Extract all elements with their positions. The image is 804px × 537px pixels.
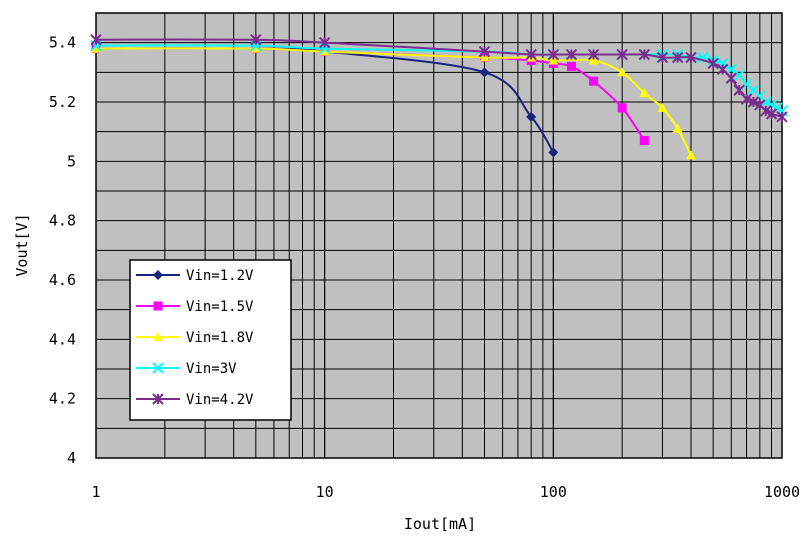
data-point <box>90 33 102 46</box>
legend-item: Vin=1.8V <box>136 330 254 346</box>
data-point <box>479 67 490 78</box>
data-point <box>153 301 163 311</box>
legend-label: Vin=4.2V <box>186 392 254 408</box>
legend-item: Vin=3V <box>136 361 237 377</box>
data-point <box>760 105 772 117</box>
data-point <box>617 67 628 77</box>
data-point <box>318 36 331 49</box>
legend-item: Vin=4.2V <box>136 392 254 408</box>
data-point <box>547 48 560 61</box>
legend-label: Vin=1.2V <box>186 268 254 284</box>
data-point <box>153 332 163 341</box>
legend-label: Vin=1.8V <box>186 330 254 346</box>
y-tick-label: 5.4 <box>49 34 76 52</box>
y-tick-label: 4.6 <box>49 271 76 289</box>
data-point <box>740 93 753 105</box>
data-point <box>250 43 261 53</box>
data-point <box>526 111 537 122</box>
data-point <box>548 55 559 65</box>
data-point <box>548 147 559 158</box>
data-point <box>765 108 778 120</box>
data-point <box>479 52 490 62</box>
data-point <box>152 393 164 405</box>
data-point <box>725 72 737 84</box>
data-point <box>733 69 745 82</box>
data-point <box>153 270 163 280</box>
data-point <box>587 48 600 61</box>
legend-label: Vin=3V <box>186 361 237 377</box>
data-point <box>725 63 737 76</box>
x-axis-label: Iout[mA] <box>404 515 476 533</box>
data-point <box>657 102 668 112</box>
y-tick-label: 4.2 <box>49 390 76 408</box>
data-point <box>686 150 697 160</box>
x-tick-label: 10 <box>316 483 334 501</box>
data-point <box>250 33 262 46</box>
data-point <box>565 48 578 61</box>
data-point <box>747 96 760 108</box>
y-tick-label: 5.2 <box>49 93 76 111</box>
y-tick-label: 5 <box>67 152 76 170</box>
data-point <box>639 136 649 146</box>
data-point <box>616 48 628 61</box>
y-tick-label: 4.4 <box>49 330 76 348</box>
data-point <box>672 123 683 133</box>
data-point <box>672 51 684 64</box>
x-tick-label: 100 <box>540 483 567 501</box>
data-point <box>639 88 650 98</box>
data-point <box>319 46 330 56</box>
data-point <box>589 76 599 86</box>
data-point <box>588 55 599 65</box>
data-point <box>716 63 729 76</box>
data-point <box>617 103 627 113</box>
legend-item: Vin=1.5V <box>136 299 254 315</box>
data-point <box>566 61 576 71</box>
data-point <box>638 48 651 61</box>
axes: 1 10 100 1000 4 4.2 4.4 4.6 4.8 5 5.2 5.4 <box>49 34 800 501</box>
data-point <box>760 96 772 108</box>
data-point <box>685 51 697 64</box>
data-point <box>776 111 788 123</box>
data-point <box>91 43 101 53</box>
data-point <box>152 362 164 374</box>
data-point <box>707 57 719 70</box>
series-3 <box>91 43 697 160</box>
x-tick-label: 1 <box>91 483 100 501</box>
series-group <box>90 33 788 160</box>
series-5 <box>90 33 788 123</box>
data-point <box>733 84 745 96</box>
y-tick-label: 4 <box>67 449 76 467</box>
data-point <box>656 51 669 64</box>
x-tick-label: 1000 <box>764 483 800 501</box>
data-point <box>478 45 491 58</box>
data-point <box>525 48 537 61</box>
legend-item: Vin=1.2V <box>136 268 254 284</box>
y-axis-label: Vout[V] <box>13 213 31 276</box>
legend-label: Vin=1.5V <box>186 299 254 315</box>
legend: Vin=1.2V Vin=1.5V Vin=1.8V Vin=3V Vin=4.2V <box>129 259 292 421</box>
y-tick-label: 4.8 <box>49 212 76 230</box>
